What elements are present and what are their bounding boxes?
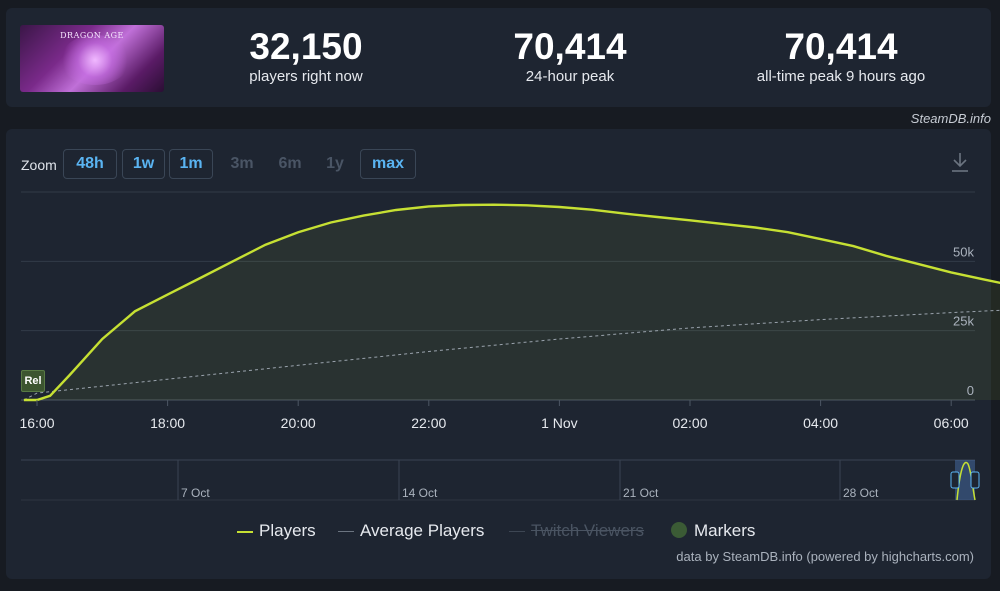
credit-top[interactable]: SteamDB.info <box>910 111 991 126</box>
y-axis-ticks: 0 25k 50k <box>953 244 974 398</box>
zoom-1m-button[interactable]: 1m <box>169 149 213 179</box>
credit-bottom[interactable]: data by SteamDB.info (powered by highcha… <box>676 549 974 564</box>
legend-swatch <box>237 531 253 533</box>
x-tick-label: 18:00 <box>150 415 185 431</box>
zoom-1w-button[interactable]: 1w <box>122 149 165 179</box>
thumbnail-art <box>60 35 130 85</box>
navigator-tick-label: 7 Oct <box>181 486 210 500</box>
legend-label: Players <box>259 521 316 540</box>
x-tick-label: 06:00 <box>934 415 969 431</box>
stat-24h-peak: 70,414 24-hour peak <box>490 26 650 86</box>
zoom-6m-button[interactable]: 6m <box>278 155 302 172</box>
stat-label: 24-hour peak <box>525 68 615 85</box>
x-tick-label: 1 Nov <box>541 415 578 431</box>
x-tick-label: 20:00 <box>281 415 316 431</box>
stats-panel: DRAGON AGE 32,150 players right now 70,4… <box>6 8 991 107</box>
players-area <box>23 204 1000 400</box>
legend-item-markers[interactable]: Markers <box>671 521 755 541</box>
navigator-tick-label: 14 Oct <box>402 486 438 500</box>
zoom-3m-button[interactable]: 3m <box>230 155 254 172</box>
stat-value: 32,150 <box>249 26 363 67</box>
release-marker[interactable]: Rel <box>21 370 45 392</box>
zoom-1y-button[interactable]: 1y <box>326 155 344 172</box>
legend-swatch <box>509 531 525 532</box>
navigator-series-line <box>956 461 976 501</box>
x-tick-label: 22:00 <box>411 415 446 431</box>
x-tick-label: 04:00 <box>803 415 838 431</box>
navigator-tick-label: 28 Oct <box>843 486 879 500</box>
series-line-average-players <box>23 309 1000 401</box>
zoom-max-button[interactable]: max <box>360 149 416 179</box>
legend-swatch <box>671 522 687 538</box>
zoom-48h-button[interactable]: 48h <box>63 149 117 179</box>
x-axis-ticks: 16:00 18:00 20:00 22:00 1 Nov 02:00 04:00 06:00 <box>19 400 969 431</box>
legend-label: Average Players <box>360 521 485 540</box>
legend-label: Markers <box>694 521 756 540</box>
game-thumbnail[interactable]: DRAGON AGE <box>20 25 164 92</box>
legend-item-players[interactable]: Players <box>237 521 316 541</box>
y-tick-label: 25k <box>953 314 974 329</box>
download-icon[interactable] <box>950 151 970 173</box>
zoom-label: Zoom <box>21 157 57 173</box>
legend-item-twitch-viewers[interactable]: Twitch Viewers <box>509 521 644 541</box>
navigator-handle-right <box>970 471 980 489</box>
legend-item-average-players[interactable]: Average Players <box>338 521 484 541</box>
stat-label: all-time peak 9 hours ago <box>756 68 926 85</box>
chart-grid <box>21 191 975 401</box>
stat-value: 70,414 <box>513 26 627 67</box>
y-tick-label: 0 <box>967 383 974 398</box>
stat-value: 70,414 <box>784 26 898 67</box>
x-tick-label: 16:00 <box>19 415 54 431</box>
navigator-handle-left <box>950 471 960 489</box>
legend-swatch <box>338 531 354 532</box>
series-line-players <box>23 203 1000 402</box>
legend-label: Twitch Viewers <box>531 521 645 540</box>
navigator: 7 Oct 14 Oct 21 Oct 28 Oct <box>21 459 980 501</box>
y-tick-label: 50k <box>953 244 974 259</box>
stat-current-players: 32,150 players right now <box>226 26 386 86</box>
thumbnail-title: DRAGON AGE <box>60 31 124 40</box>
stat-alltime-peak: 70,414 all-time peak 9 hours ago <box>736 26 946 86</box>
stat-label: players right now <box>249 68 363 85</box>
navigator-tick-label: 21 Oct <box>623 486 659 500</box>
x-tick-label: 02:00 <box>672 415 707 431</box>
